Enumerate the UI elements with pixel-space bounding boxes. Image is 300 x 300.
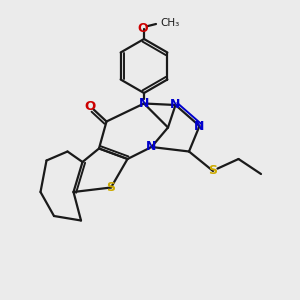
Text: CH₃: CH₃ xyxy=(160,17,180,28)
Text: N: N xyxy=(170,98,181,112)
Text: N: N xyxy=(139,97,149,110)
Text: N: N xyxy=(194,119,205,133)
Text: O: O xyxy=(84,100,96,113)
Text: N: N xyxy=(146,140,157,154)
Text: O: O xyxy=(137,22,148,35)
Text: S: S xyxy=(208,164,217,178)
Text: S: S xyxy=(106,181,116,194)
